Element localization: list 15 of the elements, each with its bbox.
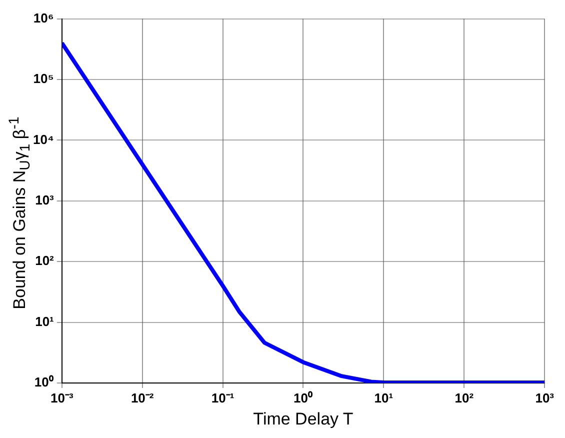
x-tick-label: 10⁻³ — [50, 390, 74, 406]
x-axis-title: Time Delay T — [253, 409, 354, 428]
x-tick-label: 10² — [454, 390, 474, 406]
x-tick-label: 10⁰ — [294, 390, 313, 406]
y-tick-label: 10⁶ — [33, 10, 54, 26]
x-tick-label: 10³ — [535, 390, 555, 406]
y-tick-label: 10² — [35, 253, 55, 268]
y-tick-label: 10⁴ — [33, 132, 54, 147]
x-tick-label: 10¹ — [374, 390, 394, 406]
x-tick-label: 10⁻² — [130, 390, 154, 406]
y-tick-label: 10⁵ — [33, 71, 54, 86]
y-tick-label: 10¹ — [35, 314, 54, 329]
x-tick-label: 10⁻¹ — [211, 390, 234, 406]
y-tick-label: 10⁰ — [34, 374, 54, 390]
y-tick-label: 10³ — [35, 192, 55, 208]
